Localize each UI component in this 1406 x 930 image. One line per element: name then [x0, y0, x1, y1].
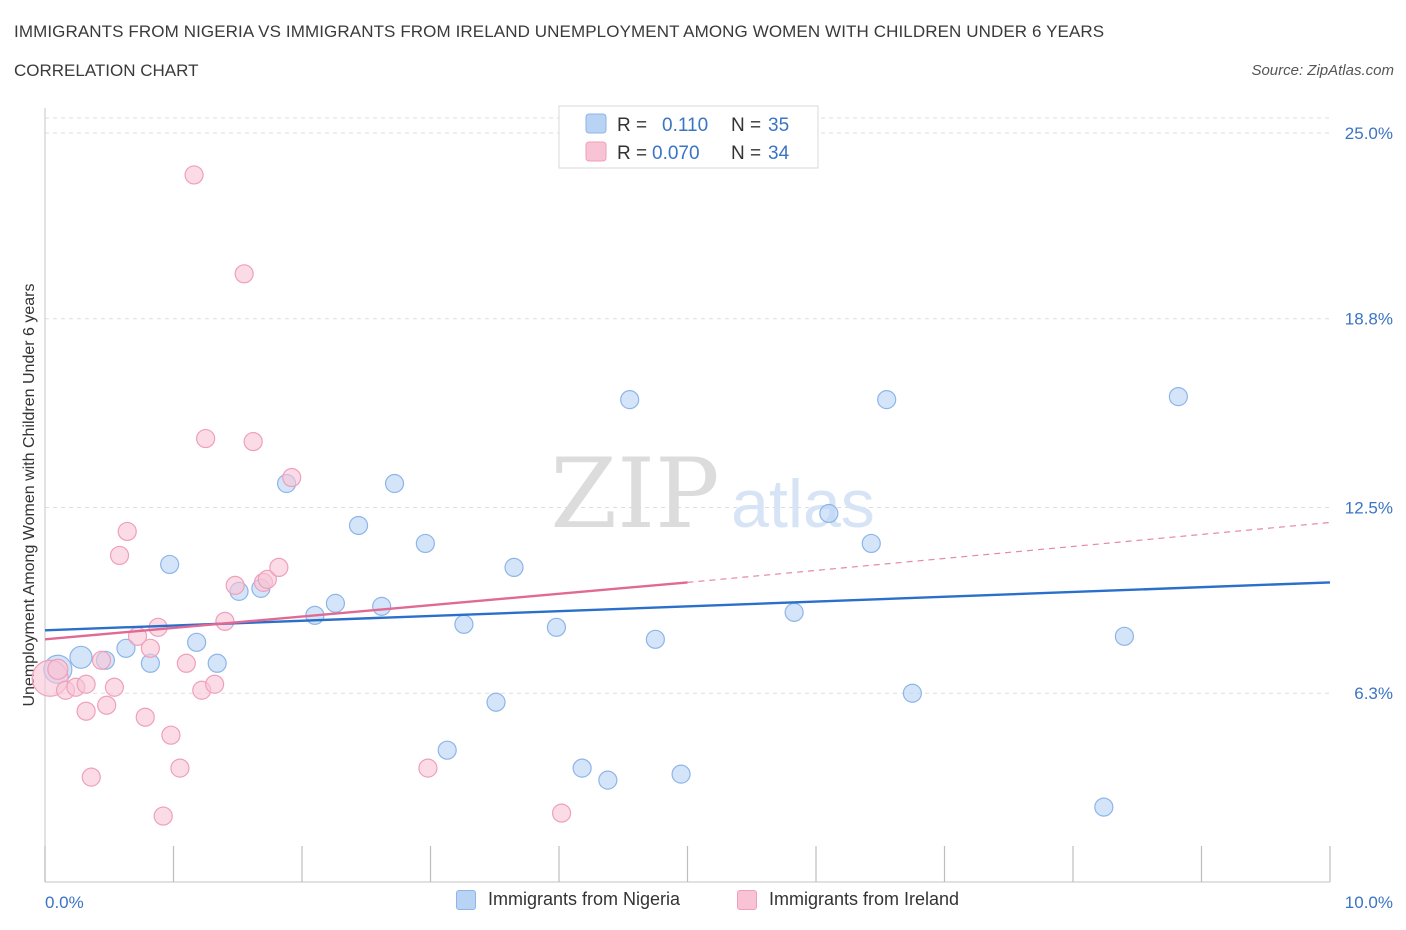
- ireland-point: [104, 677, 124, 697]
- legend-r-value: 0.110: [662, 115, 708, 136]
- nigeria-trend-line: [44, 581, 1331, 632]
- axes: [44, 108, 1331, 883]
- nigeria-point: [784, 602, 804, 622]
- ireland-point: [47, 658, 69, 680]
- nigeria-point: [671, 764, 691, 784]
- legend-item-nigeria: Immigrants from Nigeria: [456, 889, 680, 910]
- nigeria-point: [861, 533, 881, 554]
- nigeria-point: [454, 614, 474, 634]
- y-tick-label: 18.8%: [1345, 310, 1393, 329]
- nigeria-point: [1114, 626, 1135, 646]
- ireland-trend-extension: [687, 521, 1331, 583]
- legend-n-value: 34: [768, 143, 790, 164]
- nigeria-point: [207, 653, 227, 673]
- ireland-point: [97, 695, 117, 715]
- ireland-point: [418, 758, 438, 778]
- nigeria-point: [645, 629, 665, 649]
- ireland-point: [551, 803, 572, 823]
- data-points: [31, 165, 1188, 826]
- ireland-point: [135, 707, 155, 727]
- legend-n-label: N =: [731, 143, 761, 164]
- legend-item-ireland: Immigrants from Ireland: [737, 889, 959, 910]
- ireland-point: [109, 545, 130, 566]
- ireland-point: [205, 674, 225, 694]
- ireland-point: [161, 725, 181, 745]
- ireland-point: [196, 428, 216, 449]
- legend-bottom: Immigrants from Nigeria Immigrants from …: [0, 889, 1406, 917]
- watermark-zip: ZIP: [550, 438, 719, 550]
- nigeria-point: [877, 390, 897, 410]
- legend-label: Immigrants from Ireland: [769, 889, 960, 909]
- nigeria-point: [384, 473, 405, 494]
- x-tick-label: 10.0%: [1345, 893, 1393, 912]
- ireland-point: [117, 521, 137, 542]
- nigeria-point: [437, 740, 457, 760]
- chart-subtitle: CORRELATION CHART: [14, 61, 199, 80]
- legend-swatch: [737, 889, 757, 910]
- legend-swatch: [456, 889, 476, 910]
- legend-swatch-ireland: [585, 141, 607, 162]
- ireland-trend-line: [44, 581, 688, 641]
- nigeria-point: [187, 632, 207, 652]
- nigeria-point: [819, 503, 839, 524]
- ireland-point: [81, 767, 101, 787]
- legend-r-label: R =: [617, 143, 647, 164]
- ireland-point: [140, 638, 160, 658]
- y-tick-label: 6.3%: [1354, 684, 1393, 703]
- tick-labels: 6.3% 12.5% 18.8% 25.0% 0.0% 10.0%: [45, 124, 1393, 912]
- nigeria-point: [69, 645, 93, 669]
- legend-r-value: 0.070: [652, 143, 700, 164]
- ireland-point: [282, 467, 302, 488]
- nigeria-point: [1168, 387, 1188, 407]
- nigeria-point: [598, 770, 618, 790]
- nigeria-point: [620, 390, 640, 410]
- ireland-point: [176, 653, 196, 673]
- legend-n-value: 35: [768, 115, 789, 136]
- nigeria-point: [1094, 797, 1114, 817]
- ireland-point: [170, 758, 190, 778]
- ireland-point: [215, 611, 235, 631]
- ireland-point: [269, 557, 289, 578]
- nigeria-point: [160, 554, 180, 575]
- y-tick-label: 12.5%: [1345, 498, 1393, 517]
- y-tick-label: 25.0%: [1345, 124, 1393, 143]
- ireland-point: [76, 701, 96, 721]
- nigeria-point: [902, 683, 922, 703]
- ireland-point: [225, 575, 245, 595]
- ireland-point: [153, 806, 173, 826]
- ireland-point: [76, 674, 96, 694]
- nigeria-point: [415, 533, 435, 554]
- watermark-atlas: atlas: [731, 466, 875, 542]
- legend-r-label: R =: [617, 115, 647, 136]
- ireland-point: [184, 165, 204, 185]
- nigeria-point: [572, 758, 592, 778]
- ireland-point: [257, 569, 277, 589]
- legend-top: R = 0.110 N = 35 R = 0.070 N = 34: [558, 105, 819, 169]
- nigeria-point: [372, 596, 392, 616]
- nigeria-point: [486, 692, 506, 712]
- nigeria-point: [546, 617, 567, 637]
- ireland-point: [91, 650, 112, 670]
- nigeria-point: [348, 515, 369, 536]
- ireland-point: [234, 264, 254, 284]
- legend-label: Immigrants from Nigeria: [488, 889, 681, 909]
- nigeria-point: [504, 557, 524, 578]
- legend-n-label: N =: [731, 115, 761, 136]
- x-tick-label: 0.0%: [45, 893, 84, 912]
- watermark: ZIP atlas: [550, 438, 874, 550]
- ireland-point: [243, 431, 263, 452]
- legend-swatch-nigeria: [585, 113, 607, 134]
- source-credit: Source: ZipAtlas.com: [1251, 62, 1394, 79]
- nigeria-point: [325, 593, 346, 613]
- chart-title: IMMIGRANTS FROM NIGERIA VS IMMIGRANTS FR…: [14, 22, 1105, 41]
- nigeria-point: [116, 638, 136, 658]
- trend-lines: [44, 521, 1331, 641]
